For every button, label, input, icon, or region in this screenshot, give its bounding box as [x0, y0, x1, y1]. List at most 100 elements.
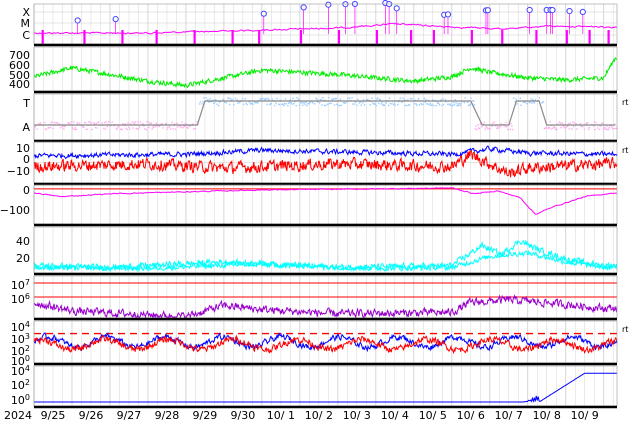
sector-point: [164, 123, 167, 125]
sector-point: [597, 127, 599, 129]
sector-point: [327, 103, 329, 105]
sector-point: [338, 104, 341, 107]
sector-point: [438, 104, 441, 106]
sector-point: [413, 102, 416, 105]
sector-point: [115, 127, 118, 130]
sector-point: [588, 126, 591, 129]
sector-point: [127, 122, 129, 124]
sector-point: [523, 100, 526, 103]
sector-point: [528, 102, 531, 104]
sector-point: [319, 98, 322, 101]
x-tick-label: 10/ 6: [457, 409, 485, 422]
sector-point: [254, 102, 257, 104]
sector-point: [477, 124, 479, 126]
sector-point: [481, 126, 483, 128]
sector-point: [331, 98, 333, 101]
sector-point: [303, 102, 306, 104]
flare-marker: [444, 11, 452, 18]
sector-point: [74, 127, 77, 129]
sector-point: [603, 127, 606, 129]
sector-point: [268, 98, 270, 101]
sector-point: [120, 128, 123, 131]
sector-point: [39, 122, 42, 124]
sector-point: [133, 122, 135, 124]
sector-point: [136, 127, 138, 130]
sector-point: [155, 122, 157, 124]
sector-point: [393, 102, 396, 104]
sector-point: [279, 99, 282, 101]
sector-point: [168, 126, 171, 128]
sector-point: [312, 102, 314, 104]
sector-point: [225, 102, 227, 104]
sector-point: [259, 97, 262, 100]
sector-point: [101, 122, 103, 124]
sector-point: [236, 99, 238, 101]
flare-spike: [41, 30, 44, 44]
sector-point: [366, 98, 368, 101]
sector-point: [86, 128, 88, 131]
sector-point: [244, 98, 247, 100]
sector-point: [455, 102, 457, 104]
sector-point: [131, 121, 133, 123]
sector-point: [85, 128, 88, 131]
panel-frame: [33, 320, 618, 364]
flare-spike: [299, 30, 303, 44]
sector-point: [305, 101, 307, 103]
sector-point: [73, 128, 76, 131]
y-tick-label: 10: [16, 142, 30, 155]
sector-point: [267, 97, 269, 100]
sector-point: [424, 101, 427, 103]
sector-point: [265, 97, 267, 100]
flare-spike: [432, 30, 435, 44]
sector-point: [83, 121, 86, 124]
sector-point: [486, 126, 488, 129]
sector-point: [93, 122, 95, 124]
sector-point: [248, 101, 251, 103]
flare-spike: [535, 30, 538, 44]
sector-point: [485, 126, 487, 128]
sector-point: [262, 97, 264, 100]
sector-point: [432, 104, 435, 107]
sector-point: [270, 102, 272, 105]
sector-point: [91, 128, 93, 131]
sector-point: [417, 99, 419, 102]
sector-point: [397, 100, 400, 103]
sector-point: [352, 103, 354, 105]
sector-point: [150, 122, 152, 124]
sector-point: [473, 104, 476, 106]
x-tick-label: 10/ 3: [343, 409, 371, 422]
sector-point: [358, 102, 361, 104]
sector-point: [68, 122, 70, 124]
flare-spike: [121, 30, 124, 44]
sector-point: [470, 97, 472, 100]
sector-point: [212, 99, 214, 102]
sector-point: [542, 101, 544, 103]
sector-point: [184, 122, 187, 125]
sector-point: [512, 128, 514, 131]
sector-point: [316, 98, 318, 101]
sector-point: [557, 123, 559, 125]
sector-point: [594, 128, 596, 131]
sector-point: [203, 97, 205, 99]
sector-point: [227, 97, 229, 99]
x-tick-label: 9/27: [117, 409, 142, 422]
sector-point: [117, 126, 119, 128]
electron-flux-line: [33, 293, 618, 319]
sector-point: [71, 126, 73, 128]
sector-point: [147, 121, 149, 123]
sector-point: [431, 103, 433, 106]
sector-point: [181, 121, 183, 123]
sector-point: [83, 126, 85, 128]
sector-point: [367, 99, 370, 102]
sector-point: [138, 126, 141, 128]
sector-point: [380, 103, 382, 105]
sector-point: [447, 103, 449, 105]
flare-marker: [300, 4, 307, 11]
sector-point: [377, 102, 380, 105]
panel-frame: [33, 184, 618, 225]
sector-point: [369, 104, 372, 106]
sector-point: [278, 103, 281, 106]
sector-point: [282, 103, 284, 105]
sector-point: [34, 127, 36, 129]
sector-point: [111, 121, 113, 123]
